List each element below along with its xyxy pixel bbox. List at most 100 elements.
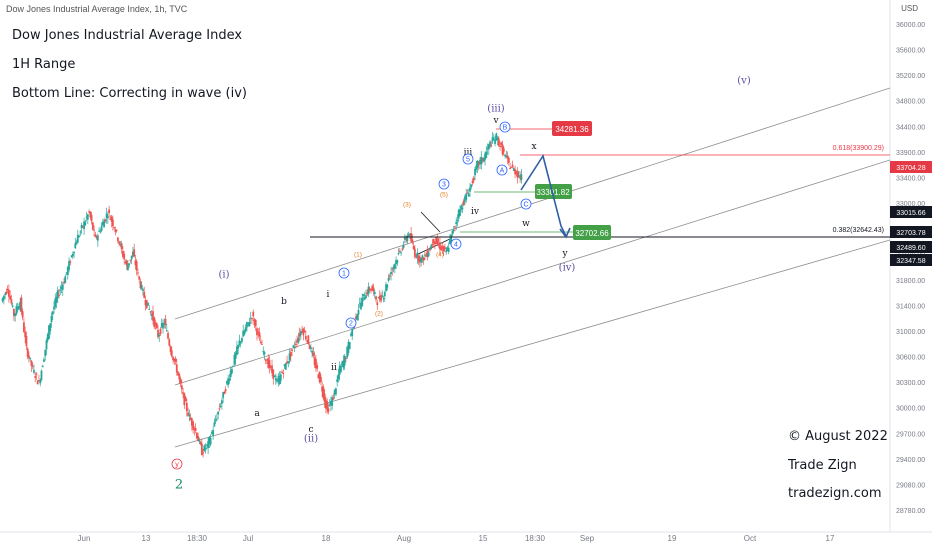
candle-body xyxy=(11,305,14,307)
candle-body xyxy=(278,375,281,384)
price-tag-33704-label: 33704.28 xyxy=(896,165,925,172)
candle-body xyxy=(415,256,418,258)
candle-body xyxy=(454,226,456,228)
wave-label: iv xyxy=(471,207,480,217)
candle-body xyxy=(312,352,315,356)
candle-body xyxy=(70,255,73,257)
price-tag-33015 xyxy=(890,206,932,218)
candle-body xyxy=(73,251,75,254)
annotation-range: 1H Range xyxy=(12,57,76,72)
wave-label-circle xyxy=(520,198,532,210)
y-tick-label: 29700.00 xyxy=(896,431,925,438)
candle-body xyxy=(109,218,112,220)
candle-body xyxy=(23,322,25,333)
candle-body xyxy=(242,330,245,337)
candle-body xyxy=(118,241,121,244)
wave-label: y xyxy=(175,461,179,468)
wave-label-circle xyxy=(462,153,474,165)
candle-body xyxy=(183,392,186,406)
candle-body xyxy=(461,207,464,210)
candle-body xyxy=(506,155,509,159)
candle-body xyxy=(163,323,166,325)
x-tick-label: Jun xyxy=(78,534,91,543)
wave-label: (3) xyxy=(403,201,411,208)
candle-body xyxy=(449,238,451,244)
candle-body xyxy=(436,238,439,244)
candle-body xyxy=(238,340,241,345)
candle-body xyxy=(95,236,98,239)
candle-body xyxy=(303,330,306,333)
candle-body xyxy=(381,295,384,297)
candle-body xyxy=(213,422,216,427)
candle-body xyxy=(343,355,346,366)
candle-body xyxy=(199,442,202,445)
candle-body xyxy=(514,169,517,175)
candle-body xyxy=(85,216,88,218)
candle-body xyxy=(450,234,453,244)
y-tick-label: 30600.00 xyxy=(896,355,925,362)
candle-body xyxy=(65,272,68,274)
candle-body xyxy=(90,215,93,222)
candle-body xyxy=(398,250,401,252)
wave-label-circle xyxy=(345,317,357,329)
candle-body xyxy=(31,365,34,367)
candle-body xyxy=(293,346,296,348)
wave-label: i xyxy=(327,290,330,300)
candle-body xyxy=(477,161,480,165)
candle-body xyxy=(142,289,144,292)
candle-body xyxy=(331,397,334,406)
candle-body xyxy=(437,243,440,245)
candle-body xyxy=(84,221,87,226)
fib-382-label: 0.382(32642.43) xyxy=(833,227,884,234)
candle-body xyxy=(302,328,305,336)
candle-body xyxy=(80,225,83,229)
candle-body xyxy=(272,369,275,379)
candle-body xyxy=(110,216,113,222)
candle-body xyxy=(370,288,372,290)
candle-body xyxy=(30,360,33,366)
candle-body xyxy=(395,259,397,265)
candle-body xyxy=(366,292,369,295)
candle-body xyxy=(179,378,182,383)
candle-body xyxy=(215,418,218,420)
candle-body xyxy=(229,370,232,378)
candle-body xyxy=(149,311,152,313)
candle-body xyxy=(43,359,45,362)
candle-body xyxy=(408,233,411,236)
wave-label: 2 xyxy=(175,478,183,493)
candle-body xyxy=(504,154,506,157)
candle-body xyxy=(152,311,154,321)
candle-body xyxy=(413,248,416,257)
candle-body xyxy=(435,237,438,244)
y-tick-label: 28780.00 xyxy=(896,508,925,515)
candle-body xyxy=(321,386,324,392)
candle-body xyxy=(100,225,103,231)
channel-line xyxy=(174,87,891,320)
candle-body xyxy=(53,306,55,310)
candle-body xyxy=(266,362,268,364)
candle-body xyxy=(71,254,74,257)
branding-date: © August 2022 xyxy=(788,429,888,444)
x-tick-label: 18:30 xyxy=(525,534,546,543)
candle-body xyxy=(91,222,94,230)
candle-body xyxy=(96,235,99,241)
candle-body xyxy=(271,365,273,373)
candle-body xyxy=(296,340,298,343)
x-tick-label: 13 xyxy=(142,534,151,543)
candle-body xyxy=(462,200,465,206)
x-tick-label: Sep xyxy=(580,534,595,543)
candle-body xyxy=(21,311,24,318)
candle-body xyxy=(132,251,134,257)
candle-body xyxy=(164,318,167,326)
candle-body xyxy=(108,209,111,213)
candle-body xyxy=(432,238,435,244)
candle-body xyxy=(307,335,310,344)
candle-body xyxy=(252,311,255,317)
price-tag-33704 xyxy=(890,161,932,173)
candle-body xyxy=(502,148,505,152)
candle-body xyxy=(336,379,339,382)
candle-body xyxy=(232,365,235,367)
candle-body xyxy=(297,337,300,343)
candle-body xyxy=(134,260,137,266)
candle-body xyxy=(174,358,177,362)
